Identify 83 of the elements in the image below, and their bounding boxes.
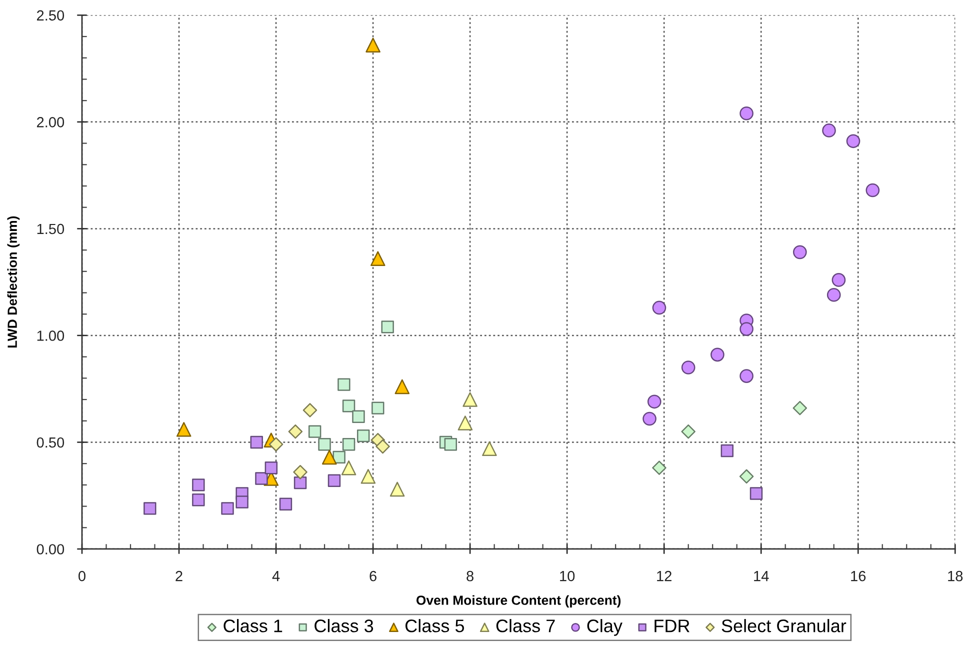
- point: [250, 436, 263, 449]
- y-tick-label: 2.00: [36, 117, 64, 128]
- point: [342, 400, 356, 412]
- point: [322, 450, 337, 465]
- legend-label: Class 3: [314, 619, 374, 632]
- point: [360, 468, 376, 484]
- point: [681, 360, 696, 374]
- y-axis-title: LWD Deflection (mm): [7, 216, 20, 348]
- x-tick-label: 12: [657, 570, 672, 582]
- x-tick-label: 0: [78, 570, 86, 582]
- point: [356, 429, 370, 442]
- point: [866, 183, 880, 198]
- point: [144, 502, 156, 515]
- point: [846, 134, 860, 148]
- point: [681, 424, 696, 439]
- y-tick-label: 0.00: [36, 544, 64, 554]
- point: [826, 288, 841, 302]
- legend-label: Class 5: [405, 619, 464, 632]
- legend-label: Class 1: [224, 619, 282, 632]
- point: [792, 245, 807, 260]
- x-tick-label: 10: [560, 570, 575, 582]
- point: [268, 437, 284, 452]
- point: [341, 460, 356, 476]
- point: [308, 425, 322, 438]
- point: [288, 424, 303, 439]
- y-tick-label: 1.50: [37, 224, 64, 234]
- x-tick-label: 14: [754, 571, 769, 582]
- point: [318, 438, 331, 451]
- point: [740, 369, 754, 383]
- point: [720, 444, 734, 458]
- point: [390, 482, 405, 497]
- point: [822, 124, 836, 138]
- point: [342, 438, 356, 451]
- point: [739, 469, 754, 484]
- point: [293, 464, 308, 480]
- point: [332, 450, 346, 464]
- point: [710, 348, 724, 362]
- point: [832, 273, 846, 287]
- point: [366, 38, 380, 52]
- x-tick-label: 8: [466, 570, 474, 582]
- point: [792, 400, 808, 416]
- point: [647, 394, 662, 409]
- point: [740, 322, 754, 336]
- x-axis-title: Oven Moisture Content (percent): [416, 595, 621, 608]
- legend-label: FDR: [654, 620, 690, 632]
- point: [370, 251, 386, 266]
- point: [642, 412, 656, 426]
- x-tick-label: 2: [176, 570, 182, 582]
- point: [236, 496, 248, 508]
- point: [176, 422, 192, 437]
- point: [444, 438, 457, 451]
- x-tick-label: 4: [272, 571, 280, 582]
- legend-label: Class 7: [496, 619, 555, 632]
- point: [652, 300, 666, 315]
- point: [221, 502, 234, 515]
- point: [294, 476, 307, 490]
- x-tick-label: 6: [370, 570, 376, 582]
- point: [338, 378, 350, 391]
- point: [394, 379, 410, 394]
- x-tick-label: 18: [948, 570, 963, 582]
- point: [264, 461, 278, 474]
- point: [192, 478, 205, 492]
- legend-label: Select Granular: [722, 619, 846, 632]
- point: [192, 494, 205, 506]
- legend-label: Clay: [587, 619, 622, 636]
- point: [255, 472, 268, 485]
- point: [750, 487, 763, 500]
- point: [652, 460, 666, 475]
- point: [302, 403, 318, 418]
- point: [381, 320, 394, 334]
- point: [352, 410, 365, 423]
- point: [458, 416, 473, 430]
- point: [328, 474, 341, 488]
- point: [462, 392, 478, 407]
- y-tick-label: 2.50: [36, 10, 64, 21]
- point: [740, 106, 754, 120]
- y-tick-label: 1.00: [37, 330, 64, 341]
- point: [372, 402, 384, 414]
- x-tick-label: 16: [851, 570, 866, 582]
- y-tick-label: 0.50: [36, 437, 64, 448]
- point: [376, 439, 390, 454]
- point: [482, 441, 497, 456]
- point: [279, 498, 292, 510]
